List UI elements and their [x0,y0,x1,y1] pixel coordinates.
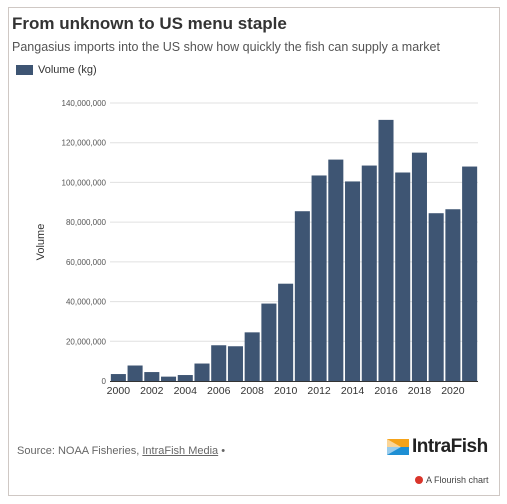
bar-2003[interactable] [161,376,177,381]
y-tick-label: 120,000,000 [62,139,107,148]
x-axis-ticks: 2000 2002 2004 2006 2008 2010 2012 2014 2016 2018… [107,381,478,397]
intrafish-logo[interactable]: IntraFish [387,436,488,458]
bar-2017[interactable] [395,172,411,382]
x-tick-label: 2012 [307,385,331,397]
source-line: Source: NOAA Fisheries, IntraFish Media … [17,445,225,457]
source-text: Source: NOAA Fisheries, [17,445,140,457]
bar-2021[interactable] [462,166,478,381]
bars [110,119,478,382]
y-tick-label: 40,000,000 [66,298,107,307]
y-tick-label: 0 [102,377,107,386]
bar-2018[interactable] [411,152,427,381]
x-tick-label: 2000 [107,385,131,397]
y-tick-label: 20,000,000 [66,337,107,346]
bar-2012[interactable] [311,175,327,381]
bar-2015[interactable] [361,165,377,381]
x-tick-label: 2006 [207,385,231,397]
bar-2009[interactable] [261,303,277,381]
y-axis-ticks: 0 20,000,000 40,000,000 60,000,000 80,000,00… [62,99,107,386]
logo-text: IntraFish [412,436,488,457]
bar-2008[interactable] [244,332,260,381]
bar-2002[interactable] [144,372,160,381]
x-tick-label: 2004 [174,385,198,397]
bar-2007[interactable] [227,346,243,381]
intrafish-logo-mark [387,439,409,455]
source-bullet: • [221,445,226,457]
bar-2000[interactable] [110,374,126,381]
bar-2004[interactable] [177,375,193,381]
bar-2020[interactable] [445,209,461,381]
x-tick-label: 2020 [441,385,465,397]
y-tick-label: 80,000,000 [66,218,107,227]
y-tick-label: 140,000,000 [62,99,107,108]
x-tick-label: 2002 [140,385,164,397]
x-tick-label: 2014 [341,385,365,397]
chart-title: From unknown to US menu staple [12,14,287,33]
legend-label: Volume (kg) [38,64,97,76]
credit-text: A Flourish chart [426,475,489,485]
flourish-credit[interactable]: A Flourish chart [415,475,489,485]
chart-subtitle: Pangasius imports into the US show how q… [12,40,440,54]
bar-2013[interactable] [328,159,344,381]
x-tick-label: 2018 [408,385,432,397]
flourish-icon [415,476,423,484]
bar-2005[interactable] [194,363,210,381]
legend-swatch [16,65,33,75]
bar-2019[interactable] [428,213,444,381]
x-tick-label: 2008 [241,385,265,397]
bar-2006[interactable] [211,345,227,381]
x-tick-label: 2010 [274,385,298,397]
bar-2010[interactable] [278,283,294,381]
x-tick-label: 2016 [374,385,398,397]
y-tick-label: 60,000,000 [66,258,107,267]
bar-2016[interactable] [378,119,394,381]
bar-2001[interactable] [127,365,143,381]
bar-2014[interactable] [345,181,361,381]
source-link[interactable]: IntraFish Media [142,445,219,457]
legend[interactable]: Volume (kg) [16,64,97,76]
bar-2011[interactable] [294,211,310,381]
y-axis-label: Volume [35,224,47,261]
y-tick-label: 100,000,000 [62,178,107,187]
bar-chart: 0 20,000,000 40,000,000 60,000,000 80,000,00… [35,99,478,397]
